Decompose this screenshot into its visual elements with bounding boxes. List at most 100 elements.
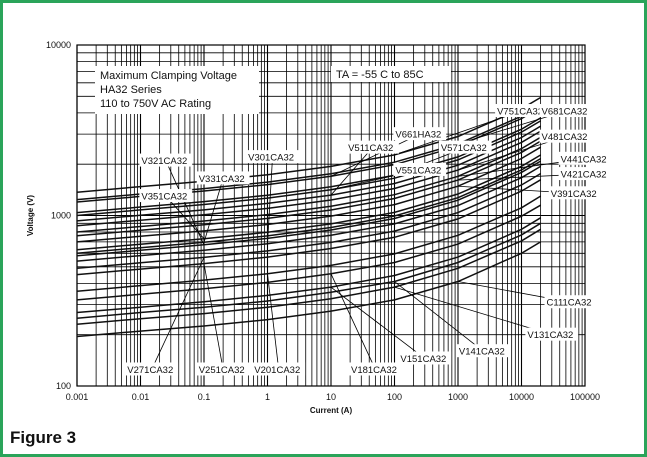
x-tick-label: 10 <box>326 392 336 402</box>
annotation-bg <box>139 189 193 203</box>
series-line <box>76 195 541 292</box>
annotation-label: V661HA32 <box>395 130 441 141</box>
condition-text: TA = -55 C to 85C <box>336 69 424 81</box>
annotation-bg <box>548 186 602 200</box>
annotation-label: V351CA32 <box>141 192 187 203</box>
annotation-leader <box>267 157 273 244</box>
annotation-bg <box>125 362 179 376</box>
annotation-leader <box>203 263 224 370</box>
x-tick-label: 10000 <box>509 392 534 402</box>
y-axis-label: Voltage (V) <box>26 195 35 237</box>
annotation-leader <box>267 273 280 370</box>
series-line <box>76 140 541 237</box>
annotation-label: V481CA32 <box>541 132 587 143</box>
series-line <box>76 136 541 233</box>
annotation-label: C111CA32 <box>547 298 592 309</box>
annotation-label: V251CA32 <box>199 365 245 376</box>
x-tick-label: 0.001 <box>66 392 89 402</box>
annotation-label: V551CA32 <box>395 165 441 176</box>
series-line <box>76 204 541 301</box>
y-tick-label: 100 <box>56 381 71 391</box>
series-line <box>76 117 541 214</box>
annotation-bg <box>252 362 306 376</box>
annotation-bg <box>393 162 447 176</box>
annotation-bg <box>539 104 593 118</box>
annotation-label: V141CA32 <box>459 347 505 358</box>
annotation-bg <box>438 140 492 154</box>
annotation-bg <box>398 351 452 365</box>
annotation-bg <box>196 362 250 376</box>
y-tick-label: 1000 <box>51 211 71 221</box>
annotation-leader <box>330 286 426 359</box>
series-line <box>76 160 541 257</box>
annotation-label: V571CA32 <box>441 143 487 154</box>
series-line <box>76 217 541 314</box>
x-tick-label: 100 <box>387 392 402 402</box>
annotation-leader <box>165 195 205 239</box>
series-line <box>76 120 541 217</box>
annotation-bg <box>525 327 579 341</box>
annotation-label: V421CA32 <box>561 170 607 181</box>
annotation-label: V331CA32 <box>199 174 245 185</box>
title-box <box>95 66 259 114</box>
series-line <box>76 154 541 251</box>
annotation-bg <box>348 362 402 376</box>
annotation-bg <box>558 151 612 165</box>
y-tick-label: 10000 <box>46 40 71 50</box>
x-tick-label: 1 <box>265 392 270 402</box>
condition-box <box>331 66 451 82</box>
annotation-leader <box>330 133 420 177</box>
chart-title-line: Maximum Clamping Voltage <box>100 70 237 82</box>
series-line <box>76 165 541 262</box>
annotation-label: V181CA32 <box>351 365 397 376</box>
annotation-label: V271CA32 <box>127 365 173 376</box>
x-tick-label: 1000 <box>448 392 468 402</box>
series-line <box>76 222 541 319</box>
annotation-label: V301CA32 <box>248 153 294 164</box>
annotation-label: V321CA32 <box>141 156 187 167</box>
annotation-bg <box>139 153 193 167</box>
annotation-bg <box>456 344 510 358</box>
chart-title-line: HA32 Series <box>100 84 162 96</box>
annotation-bg <box>393 127 447 141</box>
annotation-bg <box>346 140 399 154</box>
figure-label: Figure 3 <box>10 428 77 447</box>
annotation-bg <box>544 295 598 309</box>
x-axis-label: Current (A) <box>310 406 353 415</box>
annotation-leader <box>203 178 224 243</box>
series-line <box>76 125 541 222</box>
annotation-leader <box>165 160 205 245</box>
series-line <box>76 157 541 255</box>
series-line <box>76 179 541 276</box>
series-line <box>76 241 541 338</box>
x-tick-label: 0.01 <box>132 392 150 402</box>
annotation-label: V751CA32 <box>497 107 543 118</box>
series-line <box>76 228 541 326</box>
annotation-label: V511CA32 <box>348 143 393 154</box>
annotation-bg <box>246 150 299 164</box>
annotation-label: V151CA32 <box>400 354 446 365</box>
annotation-leader <box>394 286 552 336</box>
x-tick-label: 100000 <box>570 392 600 402</box>
annotation-bg <box>539 129 593 143</box>
annotation-label: V681CA32 <box>541 107 587 118</box>
annotation-leader <box>330 147 373 196</box>
series-line <box>76 172 541 270</box>
annotation-label: V201CA32 <box>254 365 300 376</box>
series-line <box>76 130 541 227</box>
annotation-leader <box>394 110 522 156</box>
annotation-leader <box>394 281 484 352</box>
annotation-bg <box>196 171 250 185</box>
annotation-bg <box>495 104 548 118</box>
annotation-label: V391CA32 <box>551 189 597 200</box>
annotation-label: V441CA32 <box>561 154 607 165</box>
annotation-bg <box>558 167 612 181</box>
series-line <box>76 146 541 243</box>
chart-title-line: 110 to 750V AC Rating <box>100 98 211 110</box>
annotation-leader <box>330 273 376 370</box>
annotation-label: V131CA32 <box>527 330 573 341</box>
x-tick-label: 0.1 <box>198 392 211 402</box>
annotation-leader <box>151 257 205 370</box>
